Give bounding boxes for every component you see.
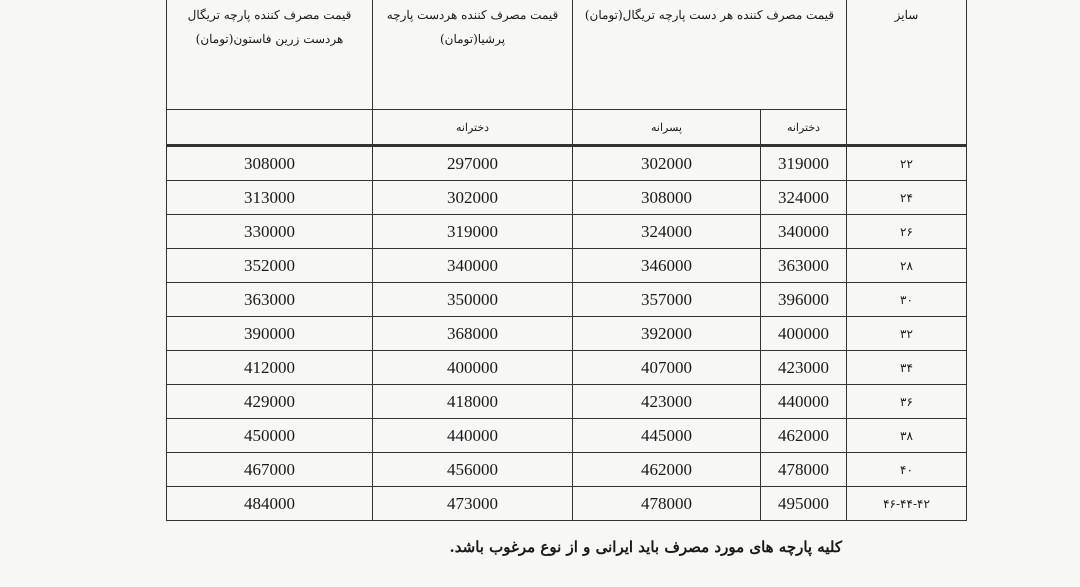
cell-trigal-girls: 363000	[760, 248, 847, 283]
cell-size: ۳۴	[846, 350, 967, 385]
cell-trigal-boys: 357000	[572, 282, 761, 317]
cell-zarin: 390000	[166, 316, 373, 351]
cell-trigal-boys: 445000	[572, 418, 761, 453]
subheader-trigal-girls: دخترانه	[760, 109, 847, 146]
cell-zarin: 352000	[166, 248, 373, 283]
subheader-persia-girls: دخترانه	[372, 109, 573, 146]
cell-zarin: 484000	[166, 486, 373, 521]
cell-persia-girls: 368000	[372, 316, 573, 351]
cell-size: ۲۸	[846, 248, 967, 283]
cell-persia-girls: 418000	[372, 384, 573, 419]
cell-trigal-girls: 324000	[760, 180, 847, 215]
table-row: 308000 297000 302000 319000 ۲۲	[166, 144, 967, 181]
cell-zarin: 450000	[166, 418, 373, 453]
table-row: 363000 350000 357000 396000 ۳۰	[166, 282, 967, 317]
cell-trigal-girls: 319000	[760, 144, 847, 181]
cell-trigal-girls: 462000	[760, 418, 847, 453]
cell-size: ۴۶-۴۴-۴۲	[846, 486, 967, 521]
cell-trigal-girls: 478000	[760, 452, 847, 487]
cell-size: ۲۶	[846, 214, 967, 249]
cell-zarin: 330000	[166, 214, 373, 249]
cell-trigal-girls: 495000	[760, 486, 847, 521]
cell-trigal-girls: 400000	[760, 316, 847, 351]
table-row: 484000 473000 478000 495000 ۴۶-۴۴-۴۲	[166, 486, 967, 521]
cell-persia-girls: 340000	[372, 248, 573, 283]
header-persia: قیمت مصرف کننده هردست پارچه پرشیا(تومان)	[372, 0, 573, 110]
price-table: قیمت مصرف کننده پارچه تریگال هردست زرین …	[166, 0, 967, 521]
cell-trigal-boys: 346000	[572, 248, 761, 283]
cell-trigal-girls: 423000	[760, 350, 847, 385]
cell-persia-girls: 473000	[372, 486, 573, 521]
cell-trigal-boys: 302000	[572, 144, 761, 181]
cell-zarin: 429000	[166, 384, 373, 419]
cell-zarin: 412000	[166, 350, 373, 385]
table-row: 330000 319000 324000 340000 ۲۶	[166, 214, 967, 249]
cell-trigal-boys: 324000	[572, 214, 761, 249]
cell-size: ۴۰	[846, 452, 967, 487]
cell-persia-girls: 319000	[372, 214, 573, 249]
footer-note: کلیه پارچه های مورد مصرف باید ایرانی و ا…	[449, 538, 842, 556]
cell-size: ۳۰	[846, 282, 967, 317]
cell-zarin: 308000	[166, 144, 373, 181]
cell-persia-girls: 456000	[372, 452, 573, 487]
cell-size: ۳۶	[846, 384, 967, 419]
cell-persia-girls: 440000	[372, 418, 573, 453]
table-row: 313000 302000 308000 324000 ۲۴	[166, 180, 967, 215]
table-row: 429000 418000 423000 440000 ۳۶	[166, 384, 967, 419]
cell-zarin: 363000	[166, 282, 373, 317]
cell-size: ۲۴	[846, 180, 967, 215]
cell-size: ۳۲	[846, 316, 967, 351]
cell-trigal-girls: 340000	[760, 214, 847, 249]
cell-persia-girls: 302000	[372, 180, 573, 215]
table-row: 467000 456000 462000 478000 ۴۰	[166, 452, 967, 487]
cell-trigal-boys: 478000	[572, 486, 761, 521]
cell-size: ۲۲	[846, 144, 967, 181]
subheader-trigal-boys: پسرانه	[572, 109, 761, 146]
cell-trigal-boys: 308000	[572, 180, 761, 215]
cell-persia-girls: 400000	[372, 350, 573, 385]
cell-persia-girls: 350000	[372, 282, 573, 317]
cell-trigal-boys: 407000	[572, 350, 761, 385]
table-row: 412000 400000 407000 423000 ۳۴	[166, 350, 967, 385]
cell-trigal-boys: 423000	[572, 384, 761, 419]
header-zarin: قیمت مصرف کننده پارچه تریگال هردست زرین …	[166, 0, 373, 110]
cell-trigal-girls: 396000	[760, 282, 847, 317]
cell-zarin: 313000	[166, 180, 373, 215]
table-row: 450000 440000 445000 462000 ۳۸	[166, 418, 967, 453]
table-row: 390000 368000 392000 400000 ۳۲	[166, 316, 967, 351]
cell-trigal-boys: 462000	[572, 452, 761, 487]
table-row: 352000 340000 346000 363000 ۲۸	[166, 248, 967, 283]
cell-zarin: 467000	[166, 452, 373, 487]
subheader-zarin	[166, 109, 373, 146]
cell-persia-girls: 297000	[372, 144, 573, 181]
header-trigal: قیمت مصرف کننده هر دست پارچه تریگال(توما…	[572, 0, 847, 110]
cell-trigal-boys: 392000	[572, 316, 761, 351]
cell-trigal-girls: 440000	[760, 384, 847, 419]
cell-size: ۳۸	[846, 418, 967, 453]
header-size: سایز	[846, 0, 967, 146]
